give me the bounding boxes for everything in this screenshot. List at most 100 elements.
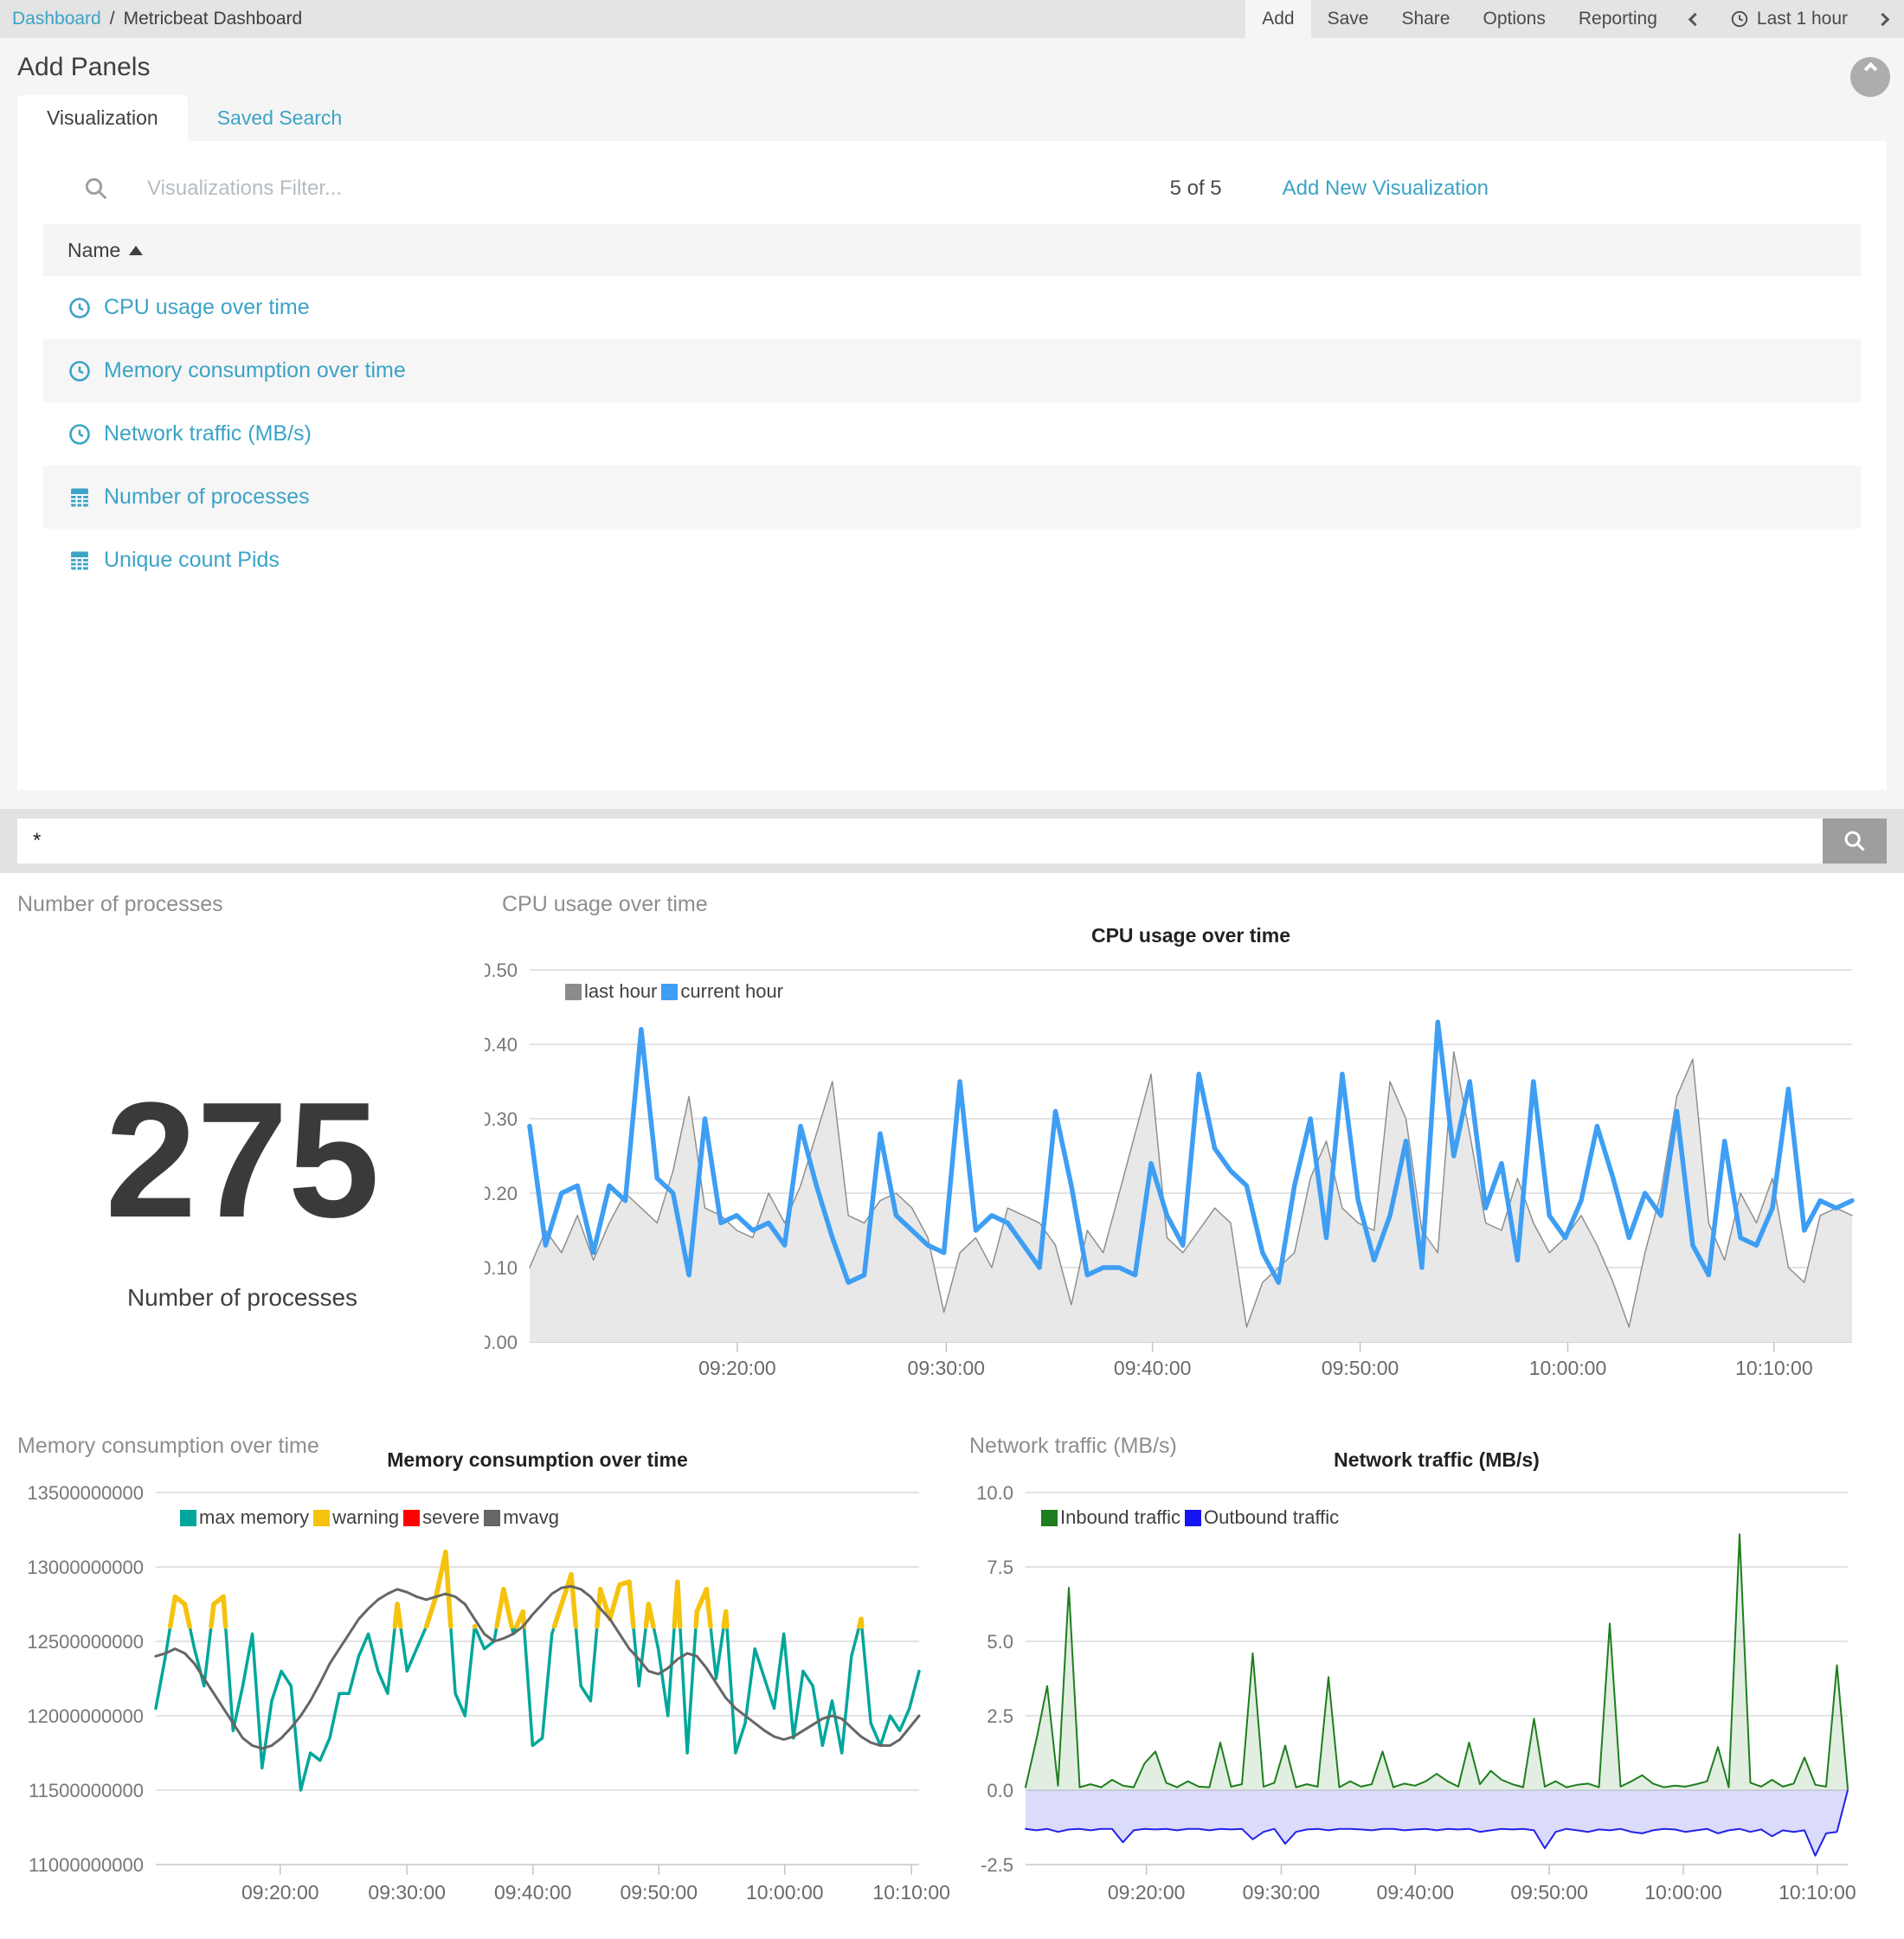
menu-item-options[interactable]: Options	[1483, 9, 1546, 29]
svg-text:11500000000: 11500000000	[29, 1780, 144, 1801]
time-forward-button[interactable]	[1862, 0, 1904, 38]
legend-swatch	[403, 1509, 421, 1526]
clock-icon	[1731, 10, 1748, 28]
legend-swatch	[180, 1509, 196, 1526]
network-traffic-chart[interactable]: 10.0 7.5 5.0 2.5 0.0 -2.5 09:20:00 09:30:00 09:4…	[952, 1425, 1904, 1939]
svg-text:5.0: 5.0	[987, 1631, 1013, 1653]
time-picker[interactable]: Last 1 hour	[1716, 0, 1862, 38]
dashboard: Number of processes 275 Number of proces…	[0, 873, 1904, 1939]
svg-text:7.5: 7.5	[987, 1557, 1013, 1578]
svg-text:0.50: 0.50	[485, 960, 518, 981]
svg-text:CPU usage over time: CPU usage over time	[1091, 924, 1290, 947]
visualization-row[interactable]: Memory consumption over time	[43, 339, 1861, 402]
clock-icon	[69, 360, 90, 382]
breadcrumb-current: Metricbeat Dashboard	[123, 9, 303, 29]
svg-text:10:00:00: 10:00:00	[1644, 1881, 1722, 1904]
svg-text:09:30:00: 09:30:00	[368, 1881, 446, 1904]
menu-item-save[interactable]: Save	[1327, 9, 1369, 29]
search-icon	[1844, 831, 1865, 851]
panel-title: Memory consumption over time	[17, 1434, 319, 1458]
visualization-row[interactable]: Unique count Pids	[43, 529, 1861, 592]
table-icon	[71, 551, 88, 569]
cpu-usage-chart[interactable]: 0.50 0.40 0.30 0.20 0.10 0.00 09:20:00 09:30:00…	[485, 883, 1904, 1403]
panel-title: CPU usage over time	[502, 892, 708, 916]
legend-swatch	[1041, 1509, 1058, 1526]
legend-label[interactable]: current hour	[680, 980, 784, 1002]
svg-text:09:50:00: 09:50:00	[1510, 1881, 1588, 1904]
tab-saved-search[interactable]: Saved Search	[216, 106, 343, 129]
breadcrumb-separator: /	[109, 9, 115, 29]
metric-label: Number of processes	[126, 1284, 358, 1311]
query-search-button[interactable]	[1823, 819, 1887, 864]
menu-item-reporting[interactable]: Reporting	[1578, 9, 1657, 29]
svg-text:12000000000: 12000000000	[27, 1705, 144, 1727]
svg-text:0.20: 0.20	[485, 1183, 518, 1204]
visualizations-filter-input[interactable]	[147, 177, 701, 201]
add-new-visualization-link[interactable]: Add New Visualization	[1282, 177, 1489, 200]
table-header-name[interactable]: Name	[43, 224, 1861, 276]
visualization-table: Name CPU usage over time Memory consumpti…	[43, 224, 1861, 592]
svg-text:09:20:00: 09:20:00	[1108, 1881, 1186, 1904]
legend-label[interactable]: severe	[422, 1506, 480, 1528]
svg-text:09:20:00: 09:20:00	[698, 1357, 776, 1379]
visualization-row-label: CPU usage over time	[104, 295, 310, 319]
legend-swatch	[1185, 1509, 1202, 1526]
time-back-button[interactable]	[1674, 0, 1716, 38]
svg-text:0.10: 0.10	[485, 1257, 518, 1279]
svg-text:09:30:00: 09:30:00	[1243, 1881, 1321, 1904]
legend-label[interactable]: last hour	[584, 980, 658, 1002]
svg-text:10:10:00: 10:10:00	[1735, 1357, 1813, 1379]
visualization-row-label: Number of processes	[104, 485, 310, 509]
clock-icon	[69, 423, 90, 445]
svg-text:11000000000: 11000000000	[29, 1854, 144, 1876]
search-icon	[85, 177, 107, 200]
visualization-row-label: Unique count Pids	[104, 548, 280, 572]
svg-text:10:10:00: 10:10:00	[872, 1881, 950, 1904]
legend-swatch	[484, 1509, 501, 1526]
panel-cpu-usage: CPU usage over time last hour current hou…	[485, 883, 1904, 1403]
legend-label[interactable]: Outbound traffic	[1204, 1506, 1340, 1528]
metric-value: 275	[105, 1069, 380, 1252]
add-panels-title: Add Panels	[17, 53, 151, 81]
add-panels-section: Add Panels Visualization Saved Search 5 …	[0, 38, 1904, 809]
panel-title: Number of processes	[17, 892, 223, 916]
legend-label[interactable]: Inbound traffic	[1060, 1506, 1181, 1528]
legend-swatch	[313, 1509, 331, 1526]
breadcrumb-dashboard-link[interactable]: Dashboard	[12, 9, 101, 29]
table-header-label: Name	[68, 238, 121, 261]
legend-label[interactable]: warning	[332, 1506, 400, 1528]
svg-text:10.0: 10.0	[976, 1482, 1013, 1504]
time-picker-label: Last 1 hour	[1756, 9, 1848, 29]
legend-label[interactable]: mvavg	[503, 1506, 560, 1528]
breadcrumb: Dashboard / Metricbeat Dashboard	[0, 0, 302, 38]
visualization-row-label: Memory consumption over time	[104, 358, 406, 382]
query-input[interactable]	[17, 819, 1823, 864]
top-menu: Add Save Share Options Reporting Last 1 …	[1245, 0, 1904, 38]
memory-consumption-chart[interactable]: 13500000000 13000000000 12500000000 1200000…	[0, 1425, 952, 1939]
svg-text:2.5: 2.5	[987, 1705, 1013, 1727]
sort-ascending-icon	[129, 245, 144, 255]
legend-label[interactable]: max memory	[199, 1506, 310, 1528]
visualization-list: CPU usage over time Memory consumption ov…	[43, 276, 1861, 592]
visualization-row[interactable]: Number of processes	[43, 465, 1861, 529]
panel-number-of-processes: Number of processes 275 Number of proces…	[0, 883, 485, 1403]
menu-item-share[interactable]: Share	[1401, 9, 1451, 29]
svg-text:Network traffic (MB/s): Network traffic (MB/s)	[1334, 1448, 1540, 1471]
svg-text:Memory consumption over time: Memory consumption over time	[387, 1448, 688, 1471]
svg-text:09:40:00: 09:40:00	[1114, 1357, 1192, 1379]
tab-visualization[interactable]: Visualization	[17, 95, 188, 141]
cpu-chart-legend: last hour current hour	[561, 980, 783, 1003]
network-chart-legend: Inbound traffic Outbound traffic	[1037, 1506, 1339, 1529]
collapse-panel-button[interactable]	[1850, 57, 1890, 97]
top-bar: Dashboard / Metricbeat Dashboard Add Sav…	[0, 0, 1904, 38]
legend-swatch	[565, 983, 582, 1000]
visualization-row[interactable]: CPU usage over time	[43, 276, 1861, 339]
visualization-count: 5 of 5	[1169, 177, 1222, 200]
clock-icon	[69, 297, 90, 318]
add-panels-tabs: Visualization Saved Search	[17, 94, 1887, 141]
svg-text:0.30: 0.30	[485, 1108, 518, 1130]
visualization-row[interactable]: Network traffic (MB/s)	[43, 402, 1861, 465]
svg-text:09:40:00: 09:40:00	[494, 1881, 572, 1904]
menu-item-add[interactable]: Add	[1245, 0, 1311, 38]
visualization-row-label: Network traffic (MB/s)	[104, 421, 312, 446]
